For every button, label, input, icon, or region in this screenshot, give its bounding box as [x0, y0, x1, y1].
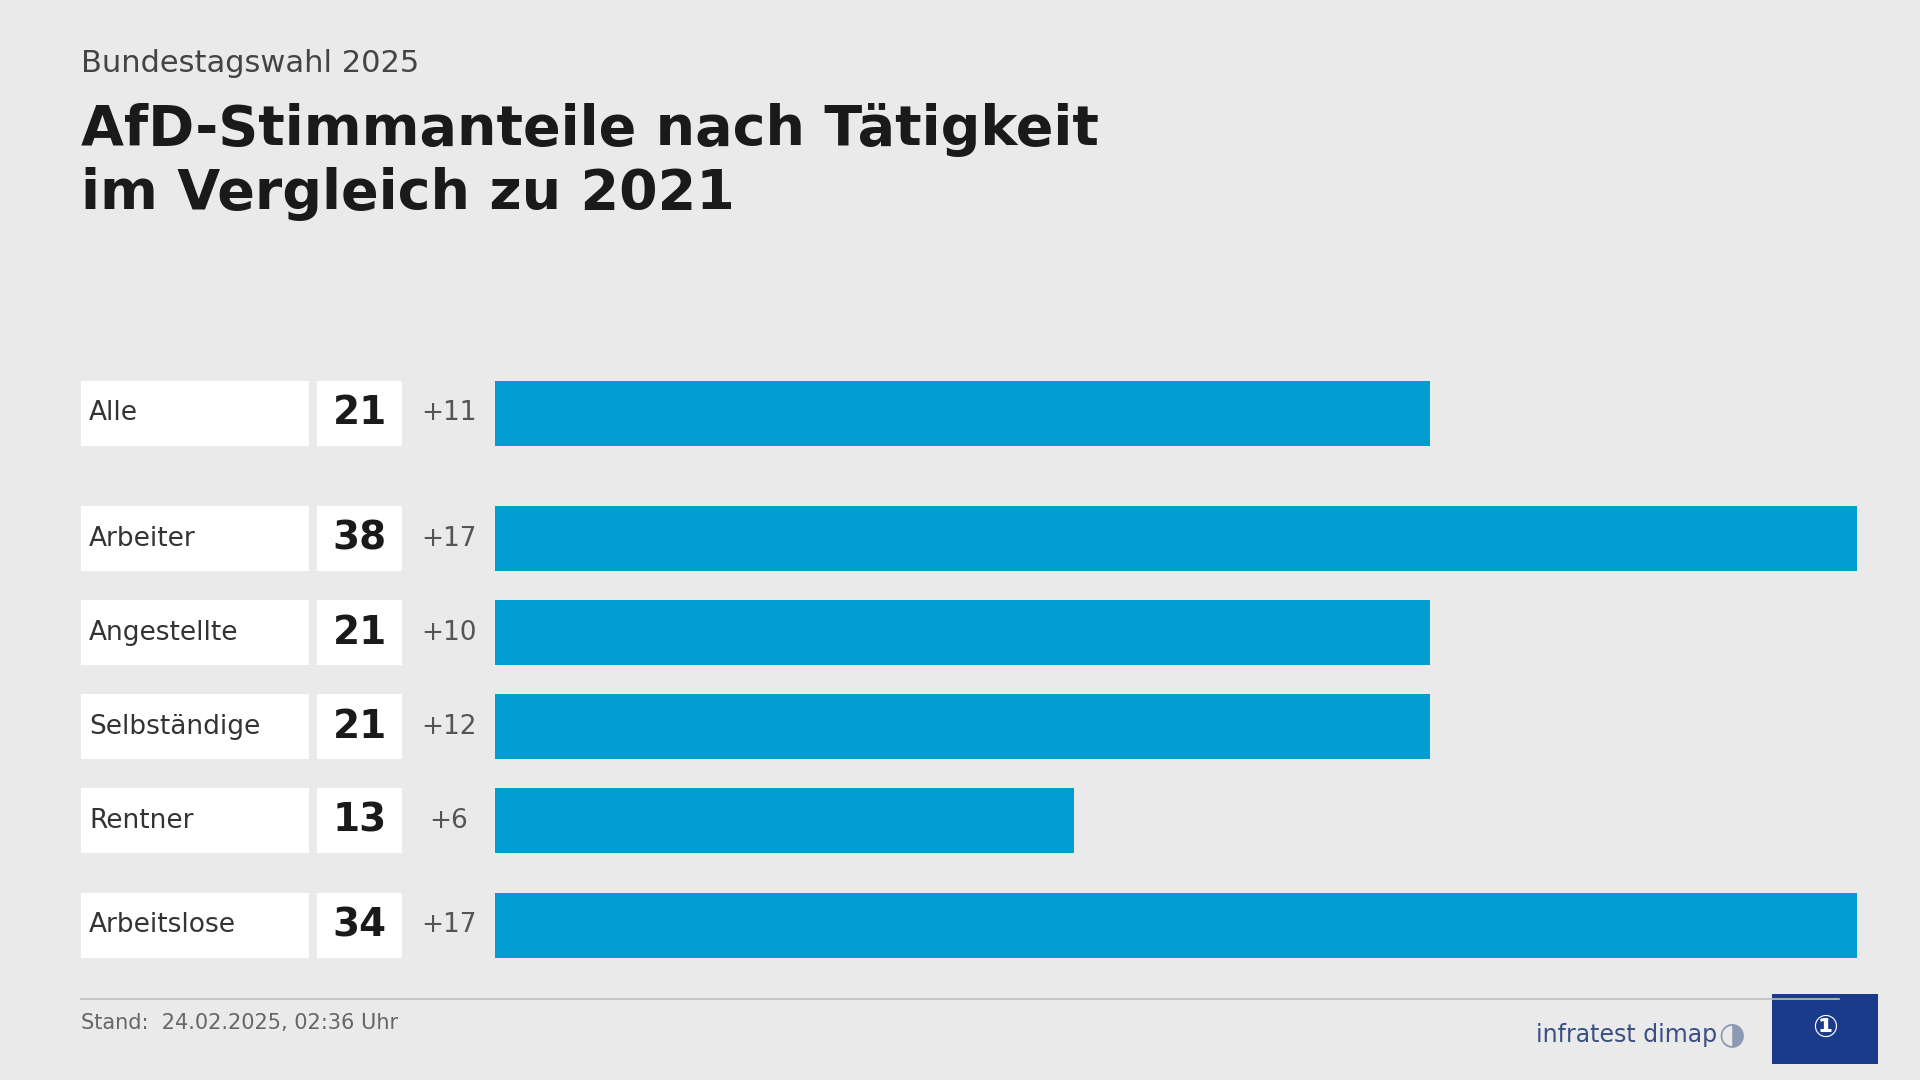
FancyBboxPatch shape — [495, 893, 1920, 958]
Text: ①: ① — [1812, 1014, 1837, 1043]
FancyBboxPatch shape — [317, 788, 401, 853]
Text: +17: +17 — [420, 913, 476, 939]
Text: 13: 13 — [332, 801, 386, 840]
Text: ◑: ◑ — [1718, 1021, 1745, 1049]
Text: Angestellte: Angestellte — [88, 620, 238, 646]
Text: +10: +10 — [420, 620, 476, 646]
FancyBboxPatch shape — [81, 893, 309, 958]
Text: 21: 21 — [332, 613, 386, 651]
FancyBboxPatch shape — [495, 507, 1920, 571]
Text: Alle: Alle — [88, 401, 138, 427]
Text: Arbeiter: Arbeiter — [88, 526, 196, 552]
Text: +17: +17 — [420, 526, 476, 552]
FancyBboxPatch shape — [81, 381, 309, 446]
Text: Selbständige: Selbständige — [88, 714, 261, 740]
Text: +11: +11 — [420, 401, 476, 427]
Text: Arbeitslose: Arbeitslose — [88, 913, 236, 939]
Text: Stand:  24.02.2025, 02:36 Uhr: Stand: 24.02.2025, 02:36 Uhr — [81, 1013, 397, 1034]
Text: 21: 21 — [332, 707, 386, 745]
FancyBboxPatch shape — [81, 507, 309, 571]
FancyBboxPatch shape — [317, 381, 401, 446]
FancyBboxPatch shape — [317, 600, 401, 665]
FancyBboxPatch shape — [317, 893, 401, 958]
FancyBboxPatch shape — [81, 600, 309, 665]
FancyBboxPatch shape — [317, 694, 401, 759]
Text: +12: +12 — [420, 714, 476, 740]
Text: infratest dimap: infratest dimap — [1536, 1023, 1716, 1047]
Text: AfD-Stimmanteile nach Tätigkeit
im Vergleich zu 2021: AfD-Stimmanteile nach Tätigkeit im Vergl… — [81, 103, 1098, 221]
FancyBboxPatch shape — [495, 694, 1430, 759]
FancyBboxPatch shape — [495, 381, 1430, 446]
Text: 34: 34 — [332, 906, 386, 944]
FancyBboxPatch shape — [495, 788, 1073, 853]
FancyBboxPatch shape — [81, 694, 309, 759]
Text: +6: +6 — [430, 808, 468, 834]
FancyBboxPatch shape — [495, 600, 1430, 665]
Text: Rentner: Rentner — [88, 808, 194, 834]
FancyBboxPatch shape — [81, 788, 309, 853]
Text: 38: 38 — [332, 519, 386, 557]
Text: 21: 21 — [332, 394, 386, 432]
Text: Bundestagswahl 2025: Bundestagswahl 2025 — [81, 49, 419, 78]
FancyBboxPatch shape — [317, 507, 401, 571]
